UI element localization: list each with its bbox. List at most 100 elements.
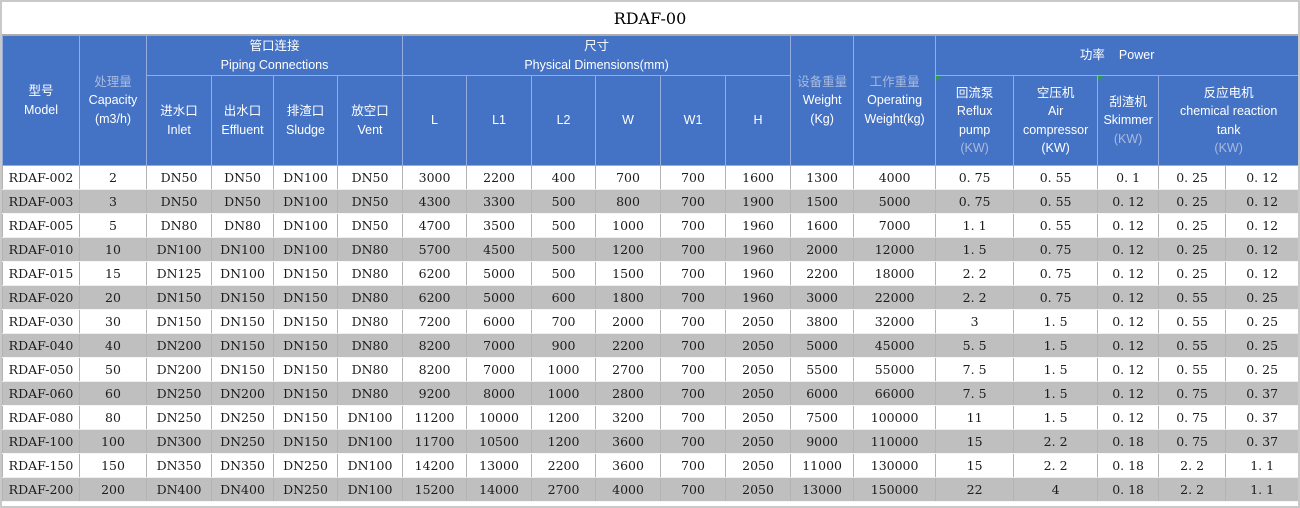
cell-H: 1960	[725, 261, 792, 286]
cell-reaction-tank-2: 0. 25	[1225, 333, 1298, 358]
cell-weight: 7500	[790, 405, 855, 430]
cell-capacity: 100	[79, 429, 147, 454]
cell-sludge: DN100	[273, 213, 338, 238]
cell-skimmer: 0. 12	[1097, 285, 1160, 310]
col-header-sludge: 排渣口 Sludge	[273, 75, 338, 166]
cell-inlet: DN50	[146, 189, 212, 214]
cell-L2: 700	[531, 309, 597, 334]
cell-vent: DN50	[336, 189, 404, 214]
cell-reflux-pump: 1. 5	[935, 237, 1015, 262]
cell-model: RDAF-200	[2, 477, 80, 502]
group-header-power: 功率 Power	[935, 35, 1298, 76]
cell-air-compressor: 0. 55	[1013, 189, 1099, 214]
cell-W1: 700	[660, 333, 727, 358]
cell-capacity: 15	[79, 261, 147, 286]
cell-effluent: DN350	[211, 453, 274, 478]
cell-L1: 3300	[466, 189, 533, 214]
col-header-W: W	[595, 75, 662, 166]
table-row: RDAF-050 50 DN200 DN150 DN150 DN80 8200 7000 100…	[2, 357, 1298, 382]
col-header-effluent: 出水口 Effluent	[211, 75, 274, 166]
cell-W1: 700	[660, 213, 727, 238]
col-header-reflux-pump: 回流泵 Reflux pump (KW)	[935, 75, 1015, 166]
cell-capacity: 30	[79, 309, 147, 334]
cell-L: 4300	[402, 189, 468, 214]
table-row: RDAF-040 40 DN200 DN150 DN150 DN80 8200 7000 900…	[2, 333, 1298, 358]
cell-reaction-tank-2: 0. 25	[1225, 309, 1298, 334]
cell-air-compressor: 4	[1013, 477, 1099, 502]
cell-L: 11200	[402, 405, 468, 430]
cell-reaction-tank-2: 0. 12	[1225, 213, 1298, 238]
cell-sludge: DN100	[273, 237, 338, 262]
cell-W1: 700	[660, 165, 727, 190]
cell-sludge: DN250	[273, 477, 338, 502]
cell-weight: 6000	[790, 381, 855, 406]
cell-capacity: 2	[79, 165, 147, 190]
cell-weight: 11000	[790, 453, 855, 478]
cell-W: 3600	[595, 429, 662, 454]
col-header-H: H	[725, 75, 792, 166]
cell-air-compressor: 0. 55	[1013, 213, 1099, 238]
cell-weight: 1300	[790, 165, 855, 190]
col-header-inlet: 进水口 Inlet	[146, 75, 212, 166]
col-header-air-compressor: 空压机 Air compressor (KW)	[1013, 75, 1099, 166]
cell-capacity: 5	[79, 213, 147, 238]
cell-reflux-pump: 0. 75	[935, 165, 1015, 190]
cell-W: 2800	[595, 381, 662, 406]
cell-air-compressor: 0. 55	[1013, 165, 1099, 190]
cell-weight: 3800	[790, 309, 855, 334]
cell-reaction-tank-2: 0. 12	[1225, 237, 1298, 262]
col-header-weight: 设备重量 Weight (Kg)	[790, 35, 855, 166]
cell-W1: 700	[660, 261, 727, 286]
col-header-vent: 放空口 Vent	[336, 75, 404, 166]
cell-reaction-tank-2: 0. 37	[1225, 405, 1298, 430]
cell-W1: 700	[660, 381, 727, 406]
cell-capacity: 50	[79, 357, 147, 382]
cell-H: 2050	[725, 333, 792, 358]
group-header-piping-connections: 管口连接 Piping Connections	[145, 35, 404, 76]
cell-reaction-tank-2: 0. 37	[1225, 381, 1298, 406]
cell-L: 15200	[402, 477, 468, 502]
col-header-L: L	[402, 75, 468, 166]
cell-W1: 700	[660, 189, 727, 214]
col-header-model: 型号 Model	[2, 35, 80, 166]
corner-flag-icon	[1098, 76, 1104, 81]
table-row: RDAF-015 15 DN125 DN100 DN150 DN80 6200 5000 500…	[2, 261, 1298, 286]
cell-vent: DN100	[336, 453, 404, 478]
cell-vent: DN50	[336, 213, 404, 238]
cell-H: 2050	[725, 429, 792, 454]
cell-effluent: DN100	[211, 237, 274, 262]
table-title: RDAF-00	[2, 2, 1298, 35]
cell-skimmer: 0. 12	[1097, 261, 1160, 286]
corner-flag-icon	[936, 76, 942, 81]
cell-vent: DN80	[336, 261, 404, 286]
cell-vent: DN80	[336, 381, 404, 406]
cell-reflux-pump: 7. 5	[935, 381, 1015, 406]
cell-capacity: 60	[79, 381, 147, 406]
cell-W1: 700	[660, 429, 727, 454]
cell-vent: DN80	[336, 357, 404, 382]
cell-skimmer: 0. 12	[1097, 309, 1160, 334]
cell-model: RDAF-060	[2, 381, 80, 406]
cell-effluent: DN150	[211, 357, 274, 382]
cell-L: 7200	[402, 309, 468, 334]
cell-weight: 13000	[790, 477, 855, 502]
table-row: RDAF-002 2 DN50 DN50 DN100 DN50 3000 2200 400 700…	[2, 165, 1298, 190]
cell-capacity: 80	[79, 405, 147, 430]
cell-air-compressor: 1. 5	[1013, 357, 1099, 382]
cell-reflux-pump: 15	[935, 453, 1015, 478]
cell-capacity: 3	[79, 189, 147, 214]
table-row: RDAF-100 100 DN300 DN250 DN150 DN100 11700 1050…	[2, 429, 1298, 454]
cell-air-compressor: 1. 5	[1013, 309, 1099, 334]
cell-H: 2050	[725, 477, 792, 502]
cell-skimmer: 0. 12	[1097, 213, 1160, 238]
cell-reflux-pump: 3	[935, 309, 1015, 334]
cell-effluent: DN150	[211, 309, 274, 334]
cell-H: 2050	[725, 453, 792, 478]
col-header-skimmer: 刮渣机 Skimmer (KW)	[1097, 75, 1160, 166]
cell-air-compressor: 2. 2	[1013, 429, 1099, 454]
cell-skimmer: 0. 12	[1097, 237, 1160, 262]
cell-reaction-tank-2: 0. 12	[1225, 165, 1298, 190]
cell-L1: 3500	[466, 213, 533, 238]
cell-weight: 5000	[790, 333, 855, 358]
cell-L: 8200	[402, 357, 468, 382]
